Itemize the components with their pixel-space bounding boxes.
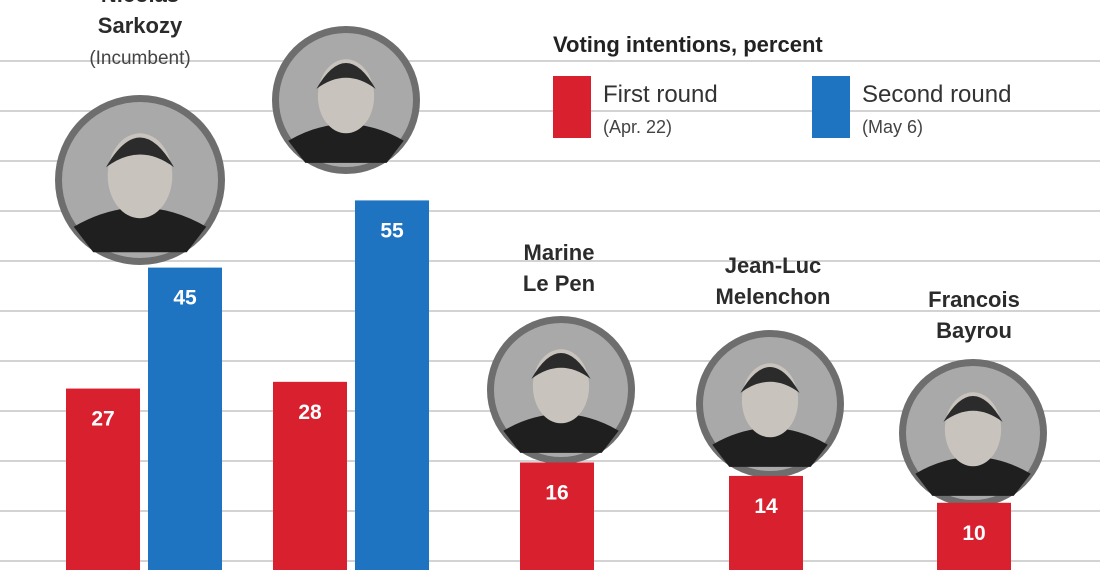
bar-second-round xyxy=(355,200,429,570)
bar-value-label: 16 xyxy=(545,481,568,504)
candidate-name: Francois xyxy=(928,287,1020,312)
candidate-note: (Incumbent) xyxy=(89,48,190,69)
candidate-name: Melenchon xyxy=(716,284,831,309)
legend-sub-first-round: (Apr. 22) xyxy=(603,117,672,137)
candidate-name: Nicolas xyxy=(101,0,179,7)
bar-value-labels: 27 28 16 14 10 45 55 xyxy=(91,219,985,544)
candidate-portrait xyxy=(696,330,844,478)
bar-value-label: 55 xyxy=(380,219,404,242)
legend-label-second-round: Second round xyxy=(862,81,1011,108)
candidate-name: Marine xyxy=(524,240,595,265)
candidate-portraits xyxy=(55,26,1047,507)
bar-first-round xyxy=(520,462,594,570)
bar-value-label: 14 xyxy=(754,495,778,518)
candidate-labels: Nicolas Sarkozy (Incumbent) Marine Le Pen Jea… xyxy=(89,0,1020,343)
bar-first-round xyxy=(937,502,1011,570)
bar-value-label: 45 xyxy=(173,287,197,310)
bar-first-round xyxy=(729,475,803,570)
candidate-portrait xyxy=(272,26,420,174)
bar-first-round xyxy=(273,381,347,570)
candidate-portrait xyxy=(899,359,1047,507)
candidate-name: Le Pen xyxy=(523,271,595,296)
candidate-name: Bayrou xyxy=(936,318,1012,343)
candidate-name: Jean-Luc xyxy=(725,253,822,278)
bar-value-label: 28 xyxy=(298,401,322,424)
legend: Voting intentions, percent First round (… xyxy=(553,32,1011,138)
legend-swatch-first-round xyxy=(553,76,591,138)
legend-swatch-second-round xyxy=(812,76,850,138)
legend-sub-second-round: (May 6) xyxy=(862,117,923,137)
candidate-portrait xyxy=(487,316,635,464)
candidate-name: Sarkozy xyxy=(98,13,183,38)
bars xyxy=(66,200,1011,570)
legend-label-first-round: First round xyxy=(603,81,718,108)
bar-second-round xyxy=(148,267,222,570)
bar-value-label: 27 xyxy=(91,408,114,431)
bar-first-round xyxy=(66,388,140,570)
bar-value-label: 10 xyxy=(962,522,985,545)
candidate-portrait xyxy=(55,95,225,265)
chart-title: Voting intentions, percent xyxy=(553,32,823,57)
